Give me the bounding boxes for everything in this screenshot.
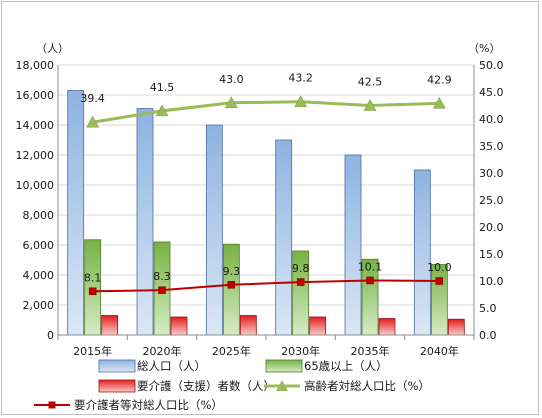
legend-marker (48, 401, 56, 409)
series-line-2 (92, 279, 440, 293)
lines (86, 95, 446, 296)
left-axis-tick-label: 18,000 (16, 59, 55, 72)
left-axis-tick-label: 4,000 (23, 269, 55, 282)
right-axis-tick-label: 20.0 (479, 221, 504, 234)
right-axis-tick-label: 40.0 (479, 113, 504, 126)
triangle-marker (363, 98, 377, 111)
bar-3 (170, 316, 188, 336)
legend-swatch (98, 379, 136, 393)
legend-marker (276, 380, 288, 391)
right-axis-tick-label: 45.0 (479, 86, 504, 99)
data-label: 10.0 (427, 261, 452, 274)
bar-1 (136, 108, 154, 336)
right-axis-unit: （%） (468, 42, 500, 55)
right-axis-tick-label: 35.0 (479, 140, 504, 153)
x-axis-category-label: 2030年 (281, 344, 320, 358)
data-label: 43.0 (219, 73, 244, 86)
right-axis-tick-label: 50.0 (479, 59, 504, 72)
left-axis-tick-label: 2,000 (23, 299, 55, 312)
legend-label: 65歳以上（人） (304, 359, 388, 373)
triangle-marker (86, 115, 100, 128)
data-label: 42.5 (358, 76, 383, 89)
x-axis-category-label: 2035年 (351, 344, 390, 358)
axes: 0 2,000 4,000 6,000 8,000 10,000 12,000 14,000 1… (16, 42, 504, 358)
data-label: 8.3 (153, 270, 171, 283)
data-label: 10.1 (358, 260, 383, 273)
series-line-1 (92, 100, 440, 124)
legend-label: 総人口（人） (137, 359, 206, 373)
legend-label: 要介護（支援）者数（人） (137, 379, 275, 393)
left-axis-tick-label: 10,000 (16, 179, 55, 192)
data-label: 39.4 (80, 92, 105, 105)
bar-2 (430, 264, 448, 336)
data-label: 41.5 (150, 81, 175, 94)
bar-1 (67, 90, 85, 336)
square-marker (158, 286, 166, 294)
bar-3 (447, 318, 465, 336)
right-axis-tick-label: 30.0 (479, 167, 504, 180)
square-marker (227, 281, 236, 289)
right-axis-tick-label: 15.0 (479, 248, 504, 261)
bar-1 (413, 169, 431, 336)
bar-2 (84, 239, 102, 336)
triangle-marker (155, 104, 169, 117)
triangle-marker (294, 95, 308, 107)
bar-3 (309, 316, 327, 336)
bar-2 (222, 243, 240, 336)
x-axis-category-label: 2040年 (420, 344, 459, 358)
square-marker (296, 278, 305, 286)
data-labels: 39.4 41.5 43.0 43.2 42.5 42.9 8.1 8.3 9.3 9.8 10.1… (80, 72, 451, 285)
triangle-marker (432, 96, 446, 109)
bar-3 (101, 315, 119, 336)
right-axis-tick-label: 25.0 (479, 194, 504, 207)
left-axis-tick-label: 8,000 (23, 209, 55, 222)
data-label: 8.1 (84, 271, 102, 284)
right-axis-tick-label: 5.0 (479, 302, 497, 315)
square-marker (435, 277, 444, 285)
data-label: 42.9 (427, 73, 452, 86)
data-label: 9.8 (292, 262, 310, 275)
bar-1 (275, 139, 293, 336)
right-axis-tick-label: 10.0 (479, 275, 504, 288)
data-label: 9.3 (223, 265, 241, 278)
legend-swatch (98, 359, 136, 373)
x-axis-category-label: 2025年 (212, 344, 251, 358)
left-axis-tick-label: 6,000 (23, 239, 55, 252)
legend: 総人口（人） 65歳以上（人） 要介護（支援）者数（人） 高齢者対総人口比（%） 要介護… (34, 359, 430, 412)
grid-lines (58, 64, 474, 306)
left-axis-tick-label: 0 (47, 329, 54, 342)
left-axis-tick-label: 14,000 (16, 119, 55, 132)
x-axis-category-label: 2015年 (73, 344, 112, 358)
bar-3 (378, 318, 396, 336)
bar-3 (239, 315, 257, 336)
bars (67, 90, 465, 336)
legend-label: 要介護者等対総人口比（%） (74, 398, 223, 412)
bar-1 (205, 124, 223, 336)
legend-swatch (265, 359, 303, 373)
left-axis-tick-label: 12,000 (16, 149, 55, 162)
left-axis-unit: （人） (36, 42, 69, 55)
bar-1 (344, 154, 362, 336)
data-label: 43.2 (288, 72, 313, 85)
square-marker (366, 276, 374, 285)
square-marker (88, 287, 97, 296)
x-axis-category-label: 2020年 (143, 344, 182, 358)
right-axis-tick-label: 0.0 (479, 329, 497, 342)
triangle-marker (224, 96, 238, 109)
legend-label: 高齢者対総人口比（%） (304, 379, 430, 393)
left-axis-tick-label: 16,000 (16, 89, 55, 102)
